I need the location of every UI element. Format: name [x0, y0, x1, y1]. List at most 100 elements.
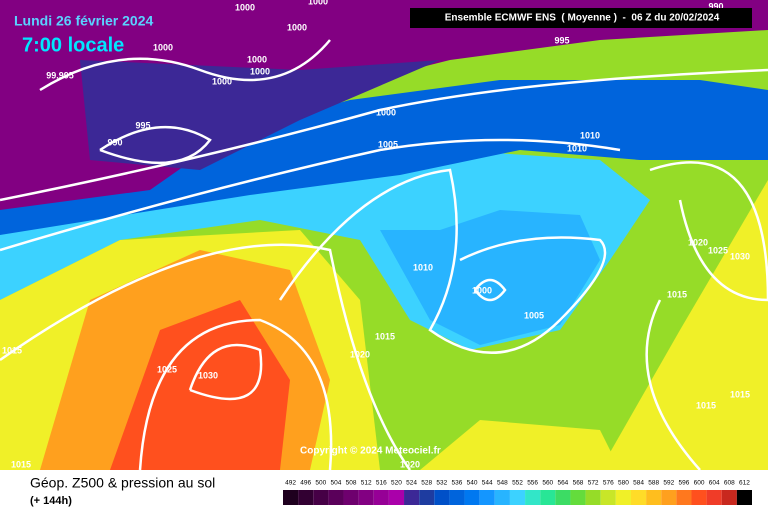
isobar-label: 1005 — [378, 139, 398, 149]
isobar-label: 1020 — [688, 237, 708, 247]
legend-cell — [313, 490, 329, 505]
isobar-label: 1015 — [11, 459, 31, 469]
legend-label: 536 — [452, 480, 463, 487]
legend-label: 540 — [467, 480, 478, 487]
legend-label: 492 — [285, 480, 296, 487]
legend-cell — [343, 490, 359, 505]
legend-cell — [630, 490, 647, 505]
isobar-labels: 1000 1000 1000 1000 1000 1000 1000 99.995 995 990… — [2, 0, 750, 469]
legend-cell — [646, 490, 662, 505]
legend-cell — [464, 490, 480, 505]
legend-label: 560 — [542, 480, 553, 487]
isobar-label: 1030 — [730, 251, 750, 261]
legend-label: 532 — [436, 480, 447, 487]
copyright: Copyright © 2024 Meteociel.fr — [300, 446, 441, 457]
legend-label: 548 — [497, 480, 508, 487]
legend-label: 524 — [406, 480, 417, 487]
legend-label: 604 — [709, 480, 720, 487]
legend-cell — [585, 490, 601, 505]
legend-label: 512 — [361, 480, 372, 487]
isobar-label: 990 — [107, 137, 122, 147]
isobar-label: 1000 — [308, 0, 328, 6]
isobar-label: 1000 — [376, 107, 396, 117]
isobar-label: 1005 — [524, 310, 544, 320]
legend-cell — [479, 490, 495, 505]
legend-label: 564 — [557, 480, 568, 487]
legend-cell — [615, 490, 631, 505]
legend-cell — [706, 490, 722, 505]
legend-cell — [676, 490, 692, 505]
isobar-label: 1025 — [708, 245, 728, 255]
legend-cell — [555, 490, 571, 505]
isobar-label: 1010 — [580, 130, 600, 140]
legend-label: 520 — [391, 480, 402, 487]
legend-cell — [540, 490, 556, 505]
legend-cell — [661, 490, 677, 505]
legend-label: 568 — [573, 480, 584, 487]
isobar-label: 99.995 — [46, 70, 74, 80]
legend-cell — [388, 490, 405, 505]
isobar-label: 1010 — [413, 262, 433, 272]
footer-lead: (+ 144h) — [30, 495, 72, 507]
isobar-label: 995 — [135, 120, 150, 130]
isobar-label: 1030 — [198, 370, 218, 380]
legend-cell — [419, 490, 435, 505]
legend-label: 528 — [421, 480, 432, 487]
isobar-label: 1000 — [250, 66, 270, 76]
map-fields — [0, 0, 768, 470]
footer-title: Géop. Z500 & pression au sol — [30, 475, 215, 491]
legend-cell — [283, 490, 299, 505]
legend-label: 552 — [512, 480, 523, 487]
isobar-label: 1020 — [400, 459, 420, 469]
legend-cell — [525, 490, 541, 505]
legend-label: 508 — [346, 480, 357, 487]
legend-cell — [600, 490, 616, 505]
model-info: Ensemble ECMWF ENS ( Moyenne ) - 06 Z du… — [445, 13, 720, 24]
isobar-label: 1000 — [287, 22, 307, 32]
legend-label: 572 — [588, 480, 599, 487]
isobar-label: 1000 — [212, 76, 232, 86]
isobar-label: 1015 — [375, 331, 395, 341]
legend-label: 580 — [618, 480, 629, 487]
legend: 492 496 500 504 508 512 516 520 524 528 532 536 540 5… — [283, 480, 752, 505]
legend-cell — [434, 490, 450, 505]
legend-label: 544 — [482, 480, 493, 487]
legend-cell — [691, 490, 707, 505]
isobar-label: 1000 — [247, 54, 267, 64]
isobar-label: 995 — [554, 35, 569, 45]
legend-cell — [721, 490, 737, 505]
legend-label: 608 — [724, 480, 735, 487]
isobar-label: 1020 — [350, 349, 370, 359]
legend-cell — [736, 490, 752, 505]
legend-label: 504 — [331, 480, 342, 487]
legend-cell — [358, 490, 374, 505]
legend-cell — [509, 490, 526, 505]
legend-label: 516 — [376, 480, 387, 487]
legend-label: 588 — [648, 480, 659, 487]
isobar-label: 1000 — [472, 285, 492, 295]
legend-cell — [404, 490, 420, 505]
isobar-label: 1015 — [696, 400, 716, 410]
legend-cell — [373, 490, 389, 505]
isobar-label: 1025 — [157, 364, 177, 374]
isobar-label: 1010 — [567, 143, 587, 153]
legend-cell — [449, 490, 465, 505]
time: 7:00 locale — [22, 34, 124, 56]
legend-cell — [494, 490, 510, 505]
legend-label: 612 — [739, 480, 750, 487]
isobar-label: 1015 — [2, 345, 22, 355]
isobar-label: 1015 — [730, 389, 750, 399]
isobar-label: 990 — [708, 1, 723, 11]
legend-label: 600 — [694, 480, 705, 487]
isobar-label: 1000 — [235, 2, 255, 12]
header-box — [410, 8, 752, 28]
isobar-label: 1015 — [667, 289, 687, 299]
legend-label: 500 — [315, 480, 326, 487]
legend-label: 556 — [527, 480, 538, 487]
legend-label: 576 — [603, 480, 614, 487]
legend-label: 596 — [678, 480, 689, 487]
date: Lundi 26 février 2024 — [14, 13, 154, 29]
legend-label: 584 — [633, 480, 644, 487]
legend-cell — [298, 490, 314, 505]
